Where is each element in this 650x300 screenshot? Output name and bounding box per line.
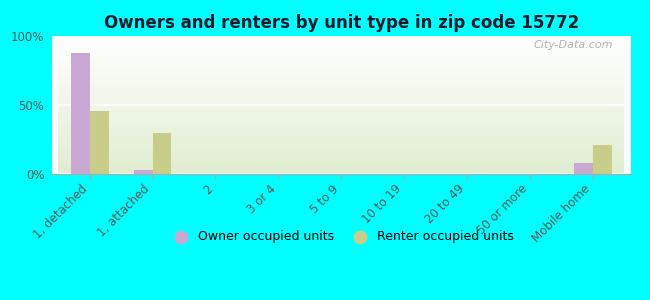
Text: City-Data.com: City-Data.com bbox=[534, 40, 613, 50]
Legend: Owner occupied units, Renter occupied units: Owner occupied units, Renter occupied un… bbox=[164, 225, 519, 248]
Bar bbox=[153, 133, 172, 174]
Bar bbox=[71, 52, 90, 174]
Bar bbox=[574, 163, 593, 174]
Bar bbox=[134, 170, 153, 174]
Bar bbox=[90, 110, 109, 174]
Bar bbox=[593, 145, 612, 174]
Title: Owners and renters by unit type in zip code 15772: Owners and renters by unit type in zip c… bbox=[103, 14, 579, 32]
